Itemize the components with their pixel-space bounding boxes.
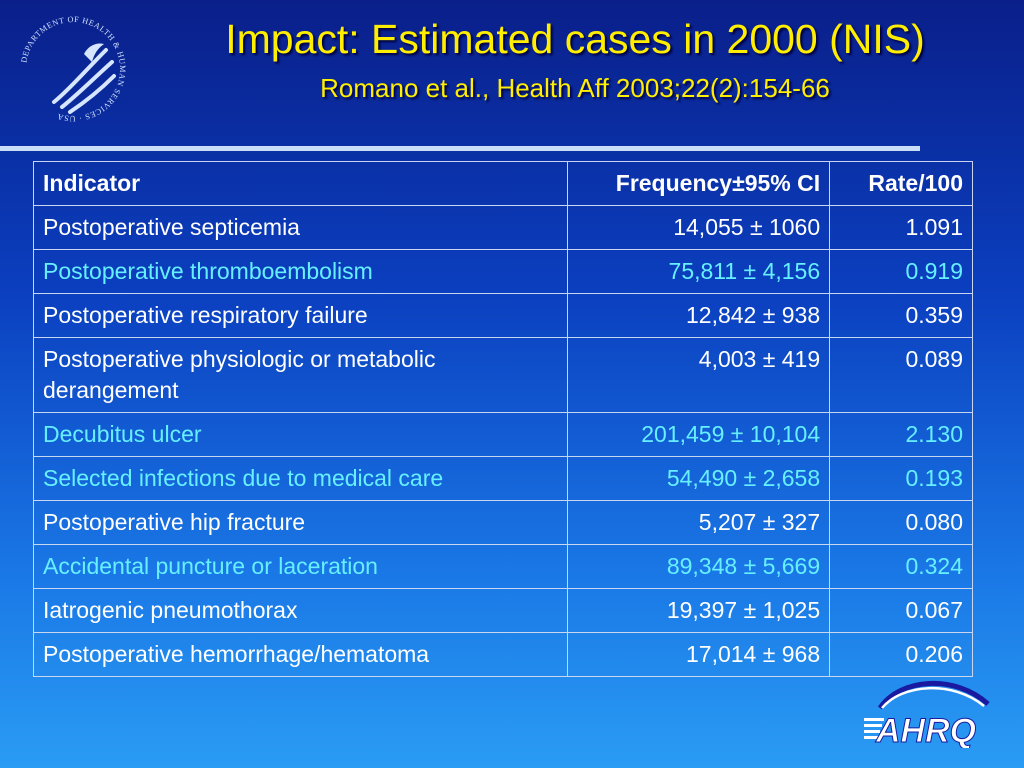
indicator-cell: Postoperative thromboembolism	[33, 249, 568, 294]
rate-cell: 0.080	[829, 500, 973, 545]
frequency-cell: 5,207 ± 327	[566, 500, 831, 545]
indicator-cell: Decubitus ulcer	[33, 412, 568, 457]
frequency-cell: 14,055 ± 1060	[566, 205, 831, 250]
table-row: Postoperative hemorrhage/hematoma 17,014 …	[33, 632, 973, 677]
ahrq-logo-icon: AHRQ	[864, 681, 990, 748]
header-frequency: Frequency±95% CI	[566, 161, 831, 206]
frequency-cell: 17,014 ± 968	[566, 632, 831, 677]
frequency-cell: 4,003 ± 419	[566, 337, 831, 413]
frequency-cell: 89,348 ± 5,669	[566, 544, 831, 589]
rate-cell: 0.067	[829, 588, 973, 633]
frequency-cell: 54,490 ± 2,658	[566, 456, 831, 501]
frequency-cell: 12,842 ± 938	[566, 293, 831, 338]
frequency-cell: 201,459 ± 10,104	[566, 412, 831, 457]
table-row: Accidental puncture or laceration 89,348 …	[33, 544, 973, 589]
table-row: Iatrogenic pneumothorax 19,397 ± 1,025 0.0…	[33, 588, 973, 633]
svg-text:DEPARTMENT OF HEALTH & HUMAN S: DEPARTMENT OF HEALTH & HUMAN SERVICES · …	[19, 15, 127, 123]
table-body: Postoperative septicemia 14,055 ± 1060 1.0…	[33, 205, 973, 677]
indicator-cell: Postoperative hemorrhage/hematoma	[33, 632, 568, 677]
rate-cell: 0.919	[829, 249, 973, 294]
header-indicator: Indicator	[33, 161, 568, 206]
rate-cell: 0.089	[829, 337, 973, 413]
page-title: Impact: Estimated cases in 2000 (NIS)	[225, 16, 925, 62]
indicator-cell: Selected infections due to medical care	[33, 456, 568, 501]
table-row: Selected infections due to medical care 5…	[33, 456, 973, 501]
hhs-eagle-seal-icon: DEPARTMENT OF HEALTH & HUMAN SERVICES · …	[19, 15, 127, 123]
indicator-cell: Postoperative hip fracture	[33, 500, 568, 545]
rate-cell: 0.193	[829, 456, 973, 501]
rate-cell: 2.130	[829, 412, 973, 457]
table-row: Postoperative thromboembolism 75,811 ± 4,…	[33, 249, 973, 294]
table-row: Decubitus ulcer 201,459 ± 10,104 2.130	[33, 412, 973, 457]
title-divider	[0, 146, 920, 151]
indicator-cell: Postoperative physiologic or metabolic d…	[33, 337, 568, 413]
frequency-cell: 75,811 ± 4,156	[566, 249, 831, 294]
indicator-cell: Postoperative respiratory failure	[33, 293, 568, 338]
ahrq-logo-text: AHRQ	[875, 712, 976, 748]
frequency-cell: 19,397 ± 1,025	[566, 588, 831, 633]
indicator-cell: Iatrogenic pneumothorax	[33, 588, 568, 633]
table-row: Postoperative respiratory failure 12,842 …	[33, 293, 973, 338]
indicator-table: Indicator Frequency±95% CI Rate/100 Post…	[33, 161, 973, 677]
header-rate: Rate/100	[829, 161, 973, 206]
rate-cell: 0.206	[829, 632, 973, 677]
table-row: Postoperative physiologic or metabolic d…	[33, 337, 973, 413]
hhs-ring-text: DEPARTMENT OF HEALTH & HUMAN SERVICES · …	[19, 15, 126, 123]
page-subtitle: Romano et al., Health Aff 2003;22(2):154…	[320, 73, 830, 103]
table-row: Postoperative septicemia 14,055 ± 1060 1.0…	[33, 205, 973, 250]
indicator-cell: Postoperative septicemia	[33, 205, 568, 250]
table-header-row: Indicator Frequency±95% CI Rate/100	[33, 161, 973, 206]
rate-cell: 0.359	[829, 293, 973, 338]
table-row: Postoperative hip fracture 5,207 ± 327 0.0…	[33, 500, 973, 545]
indicator-cell: Accidental puncture or laceration	[33, 544, 568, 589]
rate-cell: 1.091	[829, 205, 973, 250]
rate-cell: 0.324	[829, 544, 973, 589]
